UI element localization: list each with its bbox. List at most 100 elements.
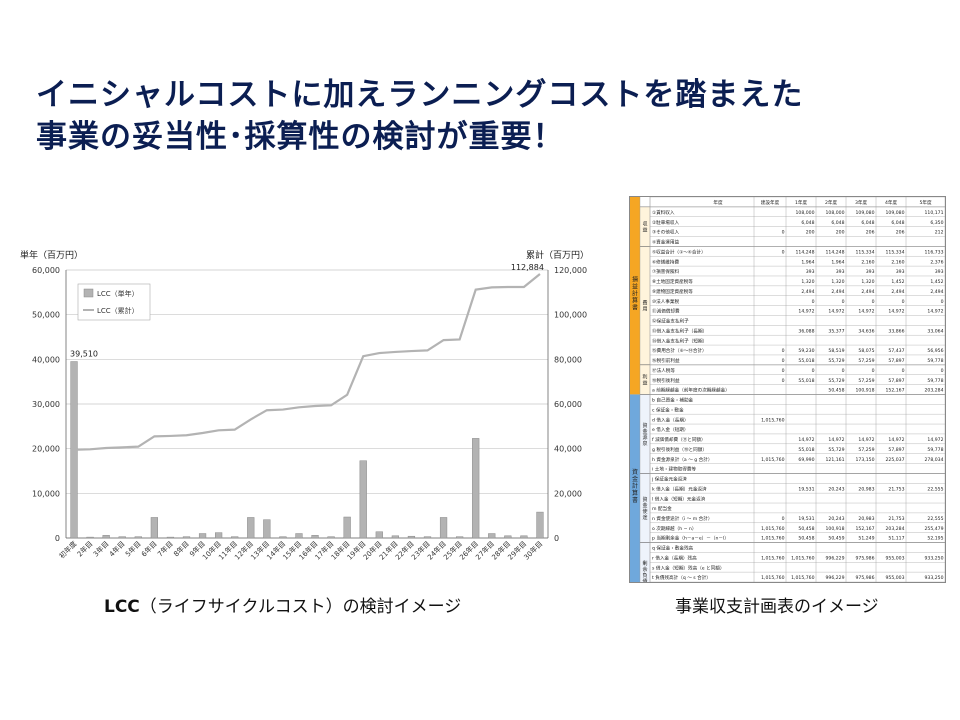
lcc-caption-rest: （ライフサイクルコスト）の検討イメージ <box>139 597 462 617</box>
table-cell: 69,990 <box>798 457 814 463</box>
left-axis-title: 単年（百万円） <box>20 249 83 261</box>
table-row-label: ⑫保証金支払利子 <box>652 318 689 325</box>
table-cell: 212 <box>935 230 944 236</box>
table-row-label: l 借入金（短期）元金返済 <box>652 495 706 502</box>
table-row-label: b 自己資金・補助金 <box>652 397 694 404</box>
table-row-label: a 前期繰越金（前年度の次期繰越金） <box>652 387 730 394</box>
table-row-label: o 次期繰越（h − n） <box>652 525 696 532</box>
table-cell: 115,334 <box>856 249 875 255</box>
bar <box>198 533 207 539</box>
table-cell: 20,983 <box>858 486 874 492</box>
table-row-label: ⑨建物固定資産税等 <box>652 288 693 295</box>
group-column-cash <box>640 394 650 582</box>
table-cell: 55,018 <box>798 447 814 453</box>
table-row-label: ②駐車場収入 <box>652 219 679 226</box>
table-cell: 57,259 <box>858 378 874 384</box>
table-cell: 1,015,760 <box>761 575 784 581</box>
table-header-cell: 1年度 <box>795 199 808 206</box>
table-cell: 14,972 <box>828 309 844 315</box>
bar <box>327 536 335 539</box>
table-cell: 1,320 <box>861 279 874 285</box>
table-cell: 393 <box>896 269 905 275</box>
table-cell: 996,229 <box>826 555 845 561</box>
table-row-label: ③その他収入 <box>652 229 679 236</box>
table-cell: 1,964 <box>801 259 814 265</box>
bar <box>423 536 432 539</box>
table-cell: 35,377 <box>828 328 844 334</box>
bar <box>456 536 464 539</box>
group-label: 費用 <box>642 300 647 313</box>
table-row-label: d 借入金（長期） <box>652 416 689 423</box>
table-cell: 1,320 <box>801 279 814 285</box>
table-cell: 152,167 <box>886 388 905 394</box>
table-cell: 14,972 <box>888 437 904 443</box>
table-cell: 0 <box>941 299 944 305</box>
bar-data-label: 39,510 <box>70 350 98 359</box>
table-row-label: i 土地・建物取得費等 <box>652 466 696 473</box>
table-row-label: j 保証金元金返済 <box>651 476 687 483</box>
table-cell: 955,003 <box>886 555 905 561</box>
x-tick-label: 2年目 <box>75 539 94 558</box>
table-cell: 19,531 <box>798 486 814 492</box>
table-cell: 6,048 <box>831 220 844 226</box>
bar <box>504 535 512 539</box>
table-cell: 14,972 <box>927 309 943 315</box>
left-tick-label: 50,000 <box>32 311 60 320</box>
table-cell: 55,729 <box>828 358 844 364</box>
table-cell: 0 <box>782 348 785 354</box>
bar <box>118 536 126 539</box>
bar <box>247 517 255 539</box>
bar <box>311 535 319 539</box>
table-cell: 173,150 <box>856 457 875 463</box>
table-header-cell: 2年度 <box>825 199 838 206</box>
table-cell: 20,243 <box>828 516 844 522</box>
bar <box>488 533 496 539</box>
table-cell: 14,972 <box>888 309 904 315</box>
table-cell: 59,230 <box>798 348 814 354</box>
table-cell: 996,229 <box>826 575 845 581</box>
x-tick-label: 7年目 <box>155 539 174 558</box>
table-cell: 2,494 <box>831 289 844 295</box>
lcc-chart: 単年（百万円） 累計（百万円） 0 10,000 20,000 30,000 40,000 5… <box>0 238 600 588</box>
table-cell: 393 <box>935 269 944 275</box>
table-row-label: ⑦損害保険料 <box>652 268 679 275</box>
table-cell: 57,897 <box>888 378 904 384</box>
table-cell: 19,531 <box>798 516 814 522</box>
table-row-label: ⑪減価償却費 <box>652 308 680 315</box>
slide-title: イニシャルコストに加えランニングコストを踏まえた 事業の妥当性･採算性の検討が重… <box>36 74 916 158</box>
table-cell: 14,972 <box>858 309 874 315</box>
table-cell: 33,064 <box>927 328 943 334</box>
table-cell: 110,171 <box>925 210 944 216</box>
table-cell: 50,458 <box>798 536 814 542</box>
table-cell: 108,000 <box>826 210 845 216</box>
x-tick-label: 3年目 <box>91 539 110 558</box>
bar <box>263 519 271 539</box>
left-tick-label: 0 <box>55 534 60 543</box>
table-cell: 21,753 <box>888 516 904 522</box>
table-cell: 6,048 <box>861 220 874 226</box>
left-tick-label: 40,000 <box>32 355 60 364</box>
group-label: 資金使途 <box>642 496 647 521</box>
bar <box>520 535 528 539</box>
table-cell: 21,753 <box>888 486 904 492</box>
table-cell: 2,160 <box>861 259 874 265</box>
right-tick-label: 100,000 <box>554 311 587 320</box>
table-cell: 0 <box>782 249 785 255</box>
table-cell: 55,729 <box>828 447 844 453</box>
table-cell: 14,972 <box>828 437 844 443</box>
right-axis-title: 累計（百万円） <box>526 249 589 261</box>
table-cell: 255,479 <box>925 526 944 532</box>
table-cell: 2,494 <box>891 289 904 295</box>
table-cell: 0 <box>842 368 845 374</box>
table-cell: 115,334 <box>886 249 905 255</box>
table-row-label: f 減価償却費（⑪と同額） <box>652 436 706 443</box>
table-cell: 1,015,760 <box>761 555 784 561</box>
table-cell: 1,015,760 <box>761 457 784 463</box>
bar <box>536 511 544 539</box>
table-header-cell: 4年度 <box>885 199 898 206</box>
group-label: 利益 <box>642 374 647 387</box>
table-cell: 0 <box>782 230 785 236</box>
table-cell: 58,519 <box>828 348 844 354</box>
bar <box>359 460 367 539</box>
